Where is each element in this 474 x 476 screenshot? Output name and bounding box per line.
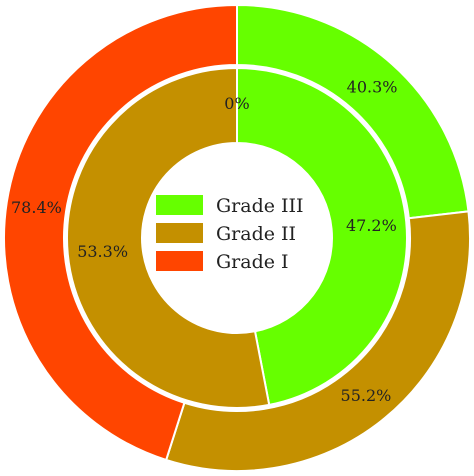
outer-label-grade-ii: 55.2% (341, 386, 392, 405)
inner-label-grade-i: 0% (224, 94, 249, 113)
inner-ring (66, 66, 409, 409)
inner-label-grade-iii: 47.2% (346, 216, 397, 235)
legend-label-grade-i: Grade I (216, 251, 289, 273)
legend-label-grade-ii: Grade II (216, 223, 296, 245)
legend: Grade III Grade II Grade I (156, 195, 304, 273)
legend-swatch-grade-ii (156, 223, 203, 243)
legend-swatch-grade-i (156, 251, 203, 271)
outer-slice-grade-i (3, 3, 238, 462)
legend-label-grade-iii: Grade III (216, 195, 304, 217)
inner-label-grade-ii: 53.3% (77, 242, 128, 261)
inner-slice-grade-ii (66, 66, 271, 409)
percentage-labels: 40.3% 55.2% 78.4% 47.2% 53.3% 0% (11, 77, 397, 404)
outer-label-grade-i: 78.4% (11, 198, 62, 217)
outer-ring (3, 3, 471, 472)
legend-swatch-grade-iii (156, 195, 203, 215)
inner-slice-grade-iii (236, 66, 409, 407)
outer-slice-grade-ii (164, 210, 471, 472)
outer-label-grade-iii: 40.3% (347, 77, 398, 96)
